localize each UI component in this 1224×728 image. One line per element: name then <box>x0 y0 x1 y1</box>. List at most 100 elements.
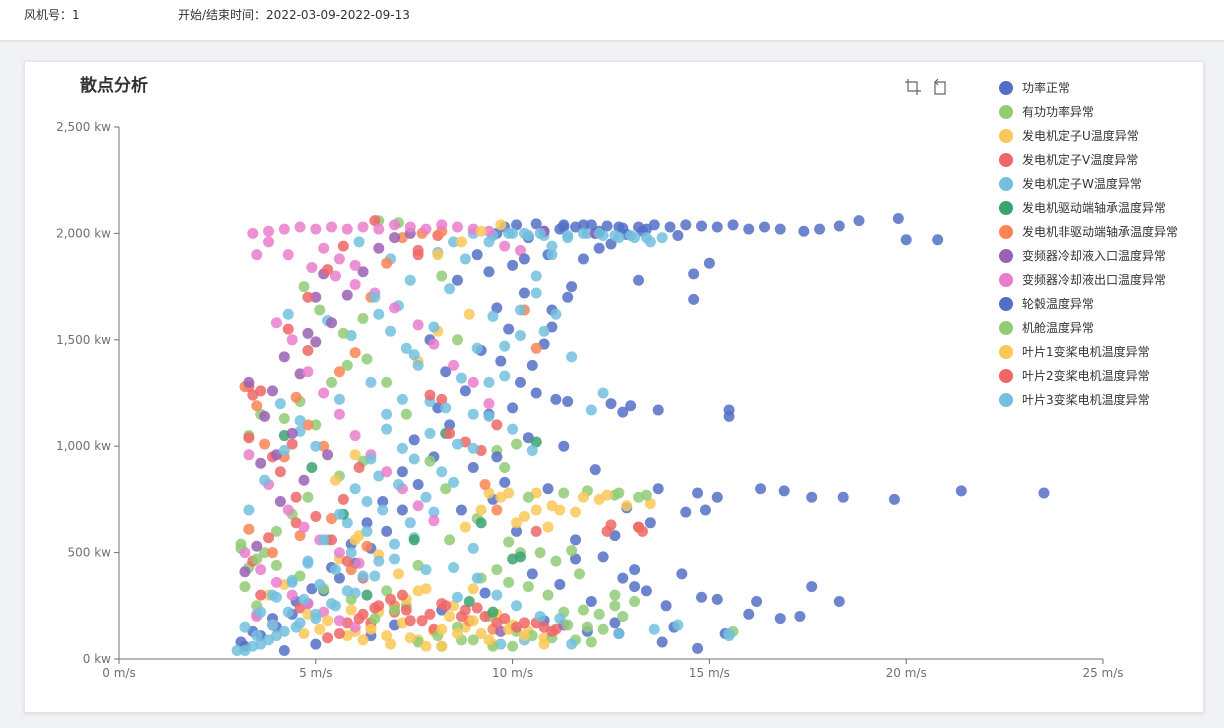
scatter-point[interactable] <box>270 559 282 571</box>
scatter-point[interactable] <box>526 568 538 580</box>
scatter-point[interactable] <box>570 534 582 546</box>
scatter-point[interactable] <box>302 366 314 378</box>
scatter-point[interactable] <box>404 221 416 233</box>
scatter-point[interactable] <box>381 376 393 388</box>
scatter-point[interactable] <box>428 321 440 333</box>
scatter-point[interactable] <box>294 415 306 427</box>
scatter-point[interactable] <box>546 625 558 637</box>
scatter-point[interactable] <box>467 408 479 420</box>
scatter-point[interactable] <box>455 610 467 622</box>
scatter-point[interactable] <box>609 230 621 242</box>
scatter-point[interactable] <box>518 227 530 239</box>
scatter-point[interactable] <box>345 593 357 605</box>
legend-item[interactable]: 发电机定子V温度异常 <box>999 152 1138 167</box>
scatter-point[interactable] <box>451 221 463 233</box>
scatter-point[interactable] <box>396 393 408 405</box>
scatter-point[interactable] <box>298 521 310 533</box>
scatter-point[interactable] <box>286 427 298 439</box>
scatter-point[interactable] <box>385 325 397 337</box>
scatter-point[interactable] <box>629 564 641 576</box>
scatter-point[interactable] <box>341 517 353 529</box>
scatter-point[interactable] <box>400 342 412 354</box>
scatter-point[interactable] <box>341 359 353 371</box>
scatter-point[interactable] <box>302 327 314 339</box>
scatter-point[interactable] <box>617 572 629 584</box>
scatter-point[interactable] <box>243 432 255 444</box>
scatter-point[interactable] <box>676 568 688 580</box>
scatter-point[interactable] <box>341 289 353 301</box>
scatter-point[interactable] <box>499 240 511 252</box>
scatter-point[interactable] <box>499 461 511 473</box>
scatter-point[interactable] <box>672 619 684 631</box>
legend-item[interactable]: 有功功率异常 <box>999 104 1094 119</box>
scatter-point[interactable] <box>723 627 735 639</box>
scatter-point[interactable] <box>259 474 271 486</box>
scatter-point[interactable] <box>546 240 558 252</box>
legend-item[interactable]: 机舱温度异常 <box>999 320 1094 335</box>
scatter-point[interactable] <box>349 347 361 359</box>
scatter-point[interactable] <box>282 308 294 320</box>
scatter-point[interactable] <box>318 534 330 546</box>
scatter-point[interactable] <box>436 623 448 635</box>
scatter-point[interactable] <box>290 391 302 403</box>
legend-item[interactable]: 发电机非驱动端轴承温度异常 <box>999 224 1178 239</box>
scatter-point[interactable] <box>558 221 570 233</box>
scatter-point[interactable] <box>530 270 542 282</box>
scatter-point[interactable] <box>361 540 373 552</box>
scatter-point[interactable] <box>361 525 373 537</box>
scatter-point[interactable] <box>451 274 463 286</box>
scatter-point[interactable] <box>530 387 542 399</box>
scatter-point[interactable] <box>326 317 338 329</box>
scatter-point[interactable] <box>451 438 463 450</box>
scatter-point[interactable] <box>404 274 416 286</box>
scatter-point[interactable] <box>562 396 574 408</box>
scatter-point[interactable] <box>640 489 652 501</box>
scatter-point[interactable] <box>424 455 436 467</box>
scatter-point[interactable] <box>337 327 349 339</box>
scatter-point[interactable] <box>507 402 519 414</box>
scatter-point[interactable] <box>656 636 668 648</box>
scatter-point[interactable] <box>294 530 306 542</box>
scatter-point[interactable] <box>255 385 267 397</box>
scatter-point[interactable] <box>357 266 369 278</box>
scatter-point[interactable] <box>558 487 570 499</box>
scatter-point[interactable] <box>625 400 637 412</box>
scatter-point[interactable] <box>483 487 495 499</box>
legend-item[interactable]: 变频器冷却液入口温度异常 <box>999 248 1166 263</box>
scatter-point[interactable] <box>597 387 609 399</box>
scatter-point[interactable] <box>322 449 334 461</box>
scatter-point[interactable] <box>743 608 755 620</box>
scatter-point[interactable] <box>888 493 900 505</box>
scatter-point[interactable] <box>692 642 704 654</box>
scatter-point[interactable] <box>617 406 629 418</box>
scatter-point[interactable] <box>278 223 290 235</box>
scatter-point[interactable] <box>353 461 365 473</box>
scatter-point[interactable] <box>455 236 467 248</box>
scatter-point[interactable] <box>412 585 424 597</box>
scatter-point[interactable] <box>389 232 401 244</box>
scatter-point[interactable] <box>267 547 279 559</box>
scatter-point[interactable] <box>774 223 786 235</box>
scatter-point[interactable] <box>696 220 708 232</box>
scatter-point[interactable] <box>507 423 519 435</box>
scatter-point[interactable] <box>404 615 416 627</box>
scatter-point[interactable] <box>511 600 523 612</box>
scatter-point[interactable] <box>243 376 255 388</box>
scatter-point[interactable] <box>660 600 672 612</box>
scatter-point[interactable] <box>392 479 404 491</box>
scatter-point[interactable] <box>345 564 357 576</box>
scatter-point[interactable] <box>357 570 369 582</box>
scatter-chart[interactable]: 散点分析 0 kw 500 kw 1,000 kw 1,500 kw 2,000 kw 2… <box>25 62 1203 712</box>
scatter-point[interactable] <box>274 496 286 508</box>
scatter-point[interactable] <box>298 593 310 605</box>
scatter-point[interactable] <box>432 249 444 261</box>
scatter-point[interactable] <box>294 617 306 629</box>
scatter-point[interactable] <box>495 491 507 503</box>
scatter-point[interactable] <box>341 555 353 567</box>
scatter-point[interactable] <box>507 259 519 271</box>
scatter-point[interactable] <box>550 308 562 320</box>
scatter-point[interactable] <box>369 613 381 625</box>
scatter-point[interactable] <box>585 404 597 416</box>
scatter-point[interactable] <box>451 334 463 346</box>
scatter-point[interactable] <box>514 551 526 563</box>
